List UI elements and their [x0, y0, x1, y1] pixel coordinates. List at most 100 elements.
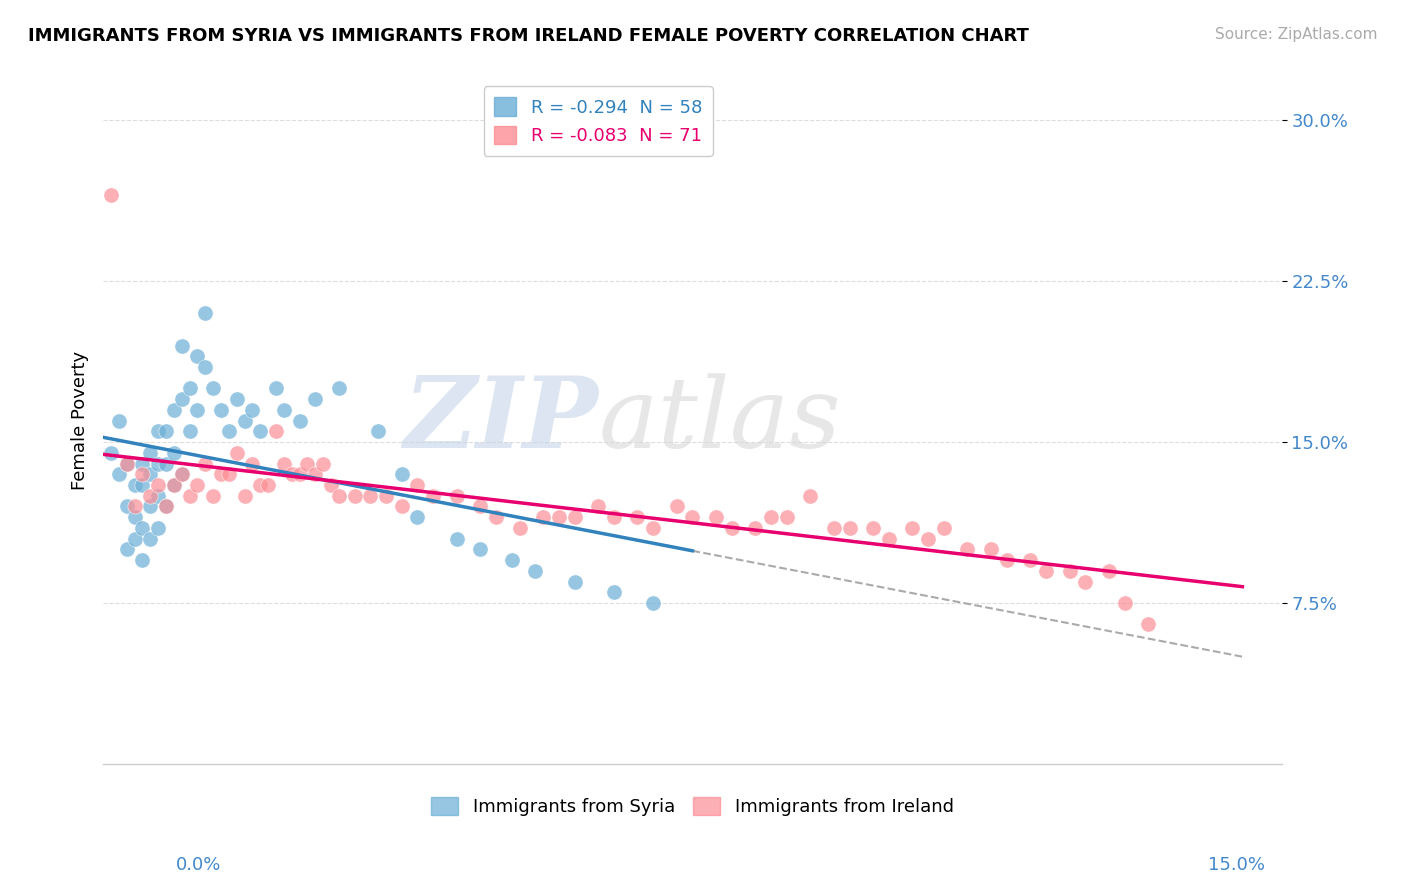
Point	[1114, 596, 1136, 610]
Point	[288, 414, 311, 428]
Text: 15.0%: 15.0%	[1208, 856, 1265, 874]
Point	[367, 425, 389, 439]
Point	[273, 457, 295, 471]
Point	[209, 403, 232, 417]
Point	[202, 381, 225, 395]
Point	[799, 489, 821, 503]
Point	[179, 381, 201, 395]
Point	[643, 521, 665, 535]
Point	[759, 510, 782, 524]
Point	[186, 478, 208, 492]
Point	[470, 500, 492, 514]
Point	[343, 489, 366, 503]
Point	[470, 542, 492, 557]
Point	[186, 403, 208, 417]
Point	[131, 553, 153, 567]
Point	[406, 478, 429, 492]
Point	[446, 489, 468, 503]
Point	[319, 478, 342, 492]
Point	[1019, 553, 1042, 567]
Point	[124, 478, 146, 492]
Point	[155, 457, 177, 471]
Point	[1035, 564, 1057, 578]
Point	[776, 510, 799, 524]
Point	[139, 532, 162, 546]
Point	[249, 425, 271, 439]
Point	[312, 457, 335, 471]
Point	[146, 489, 169, 503]
Point	[264, 425, 287, 439]
Point	[391, 467, 413, 482]
Point	[146, 478, 169, 492]
Text: ZIP: ZIP	[404, 372, 598, 469]
Point	[124, 532, 146, 546]
Point	[249, 478, 271, 492]
Point	[375, 489, 398, 503]
Point	[209, 467, 232, 482]
Point	[280, 467, 302, 482]
Point	[838, 521, 860, 535]
Point	[194, 306, 217, 320]
Point	[1137, 617, 1160, 632]
Point	[720, 521, 742, 535]
Point	[501, 553, 523, 567]
Point	[194, 359, 217, 374]
Point	[194, 457, 217, 471]
Point	[1098, 564, 1121, 578]
Point	[328, 381, 350, 395]
Point	[146, 425, 169, 439]
Point	[131, 457, 153, 471]
Point	[115, 542, 138, 557]
Point	[170, 467, 193, 482]
Point	[242, 457, 264, 471]
Y-axis label: Female Poverty: Female Poverty	[72, 351, 89, 491]
Point	[108, 414, 131, 428]
Point	[242, 403, 264, 417]
Point	[163, 478, 186, 492]
Point	[586, 500, 609, 514]
Point	[225, 392, 247, 407]
Point	[233, 414, 256, 428]
Text: IMMIGRANTS FROM SYRIA VS IMMIGRANTS FROM IRELAND FEMALE POVERTY CORRELATION CHAR: IMMIGRANTS FROM SYRIA VS IMMIGRANTS FROM…	[28, 27, 1029, 45]
Point	[665, 500, 688, 514]
Point	[422, 489, 444, 503]
Point	[391, 500, 413, 514]
Point	[131, 521, 153, 535]
Point	[485, 510, 508, 524]
Point	[139, 467, 162, 482]
Point	[218, 425, 240, 439]
Point	[509, 521, 531, 535]
Point	[170, 392, 193, 407]
Point	[564, 510, 586, 524]
Point	[124, 500, 146, 514]
Point	[155, 500, 177, 514]
Point	[131, 467, 153, 482]
Point	[932, 521, 955, 535]
Point	[155, 500, 177, 514]
Point	[233, 489, 256, 503]
Text: 0.0%: 0.0%	[176, 856, 221, 874]
Point	[304, 467, 326, 482]
Legend: Immigrants from Syria, Immigrants from Ireland: Immigrants from Syria, Immigrants from I…	[425, 789, 960, 823]
Point	[359, 489, 381, 503]
Point	[995, 553, 1018, 567]
Point	[131, 478, 153, 492]
Point	[264, 381, 287, 395]
Point	[547, 510, 569, 524]
Point	[304, 392, 326, 407]
Point	[163, 446, 186, 460]
Point	[163, 403, 186, 417]
Point	[524, 564, 547, 578]
Point	[170, 467, 193, 482]
Point	[917, 532, 939, 546]
Point	[704, 510, 727, 524]
Point	[163, 478, 186, 492]
Point	[139, 489, 162, 503]
Point	[823, 521, 845, 535]
Point	[257, 478, 280, 492]
Point	[406, 510, 429, 524]
Point	[100, 446, 122, 460]
Point	[218, 467, 240, 482]
Point	[115, 457, 138, 471]
Point	[202, 489, 225, 503]
